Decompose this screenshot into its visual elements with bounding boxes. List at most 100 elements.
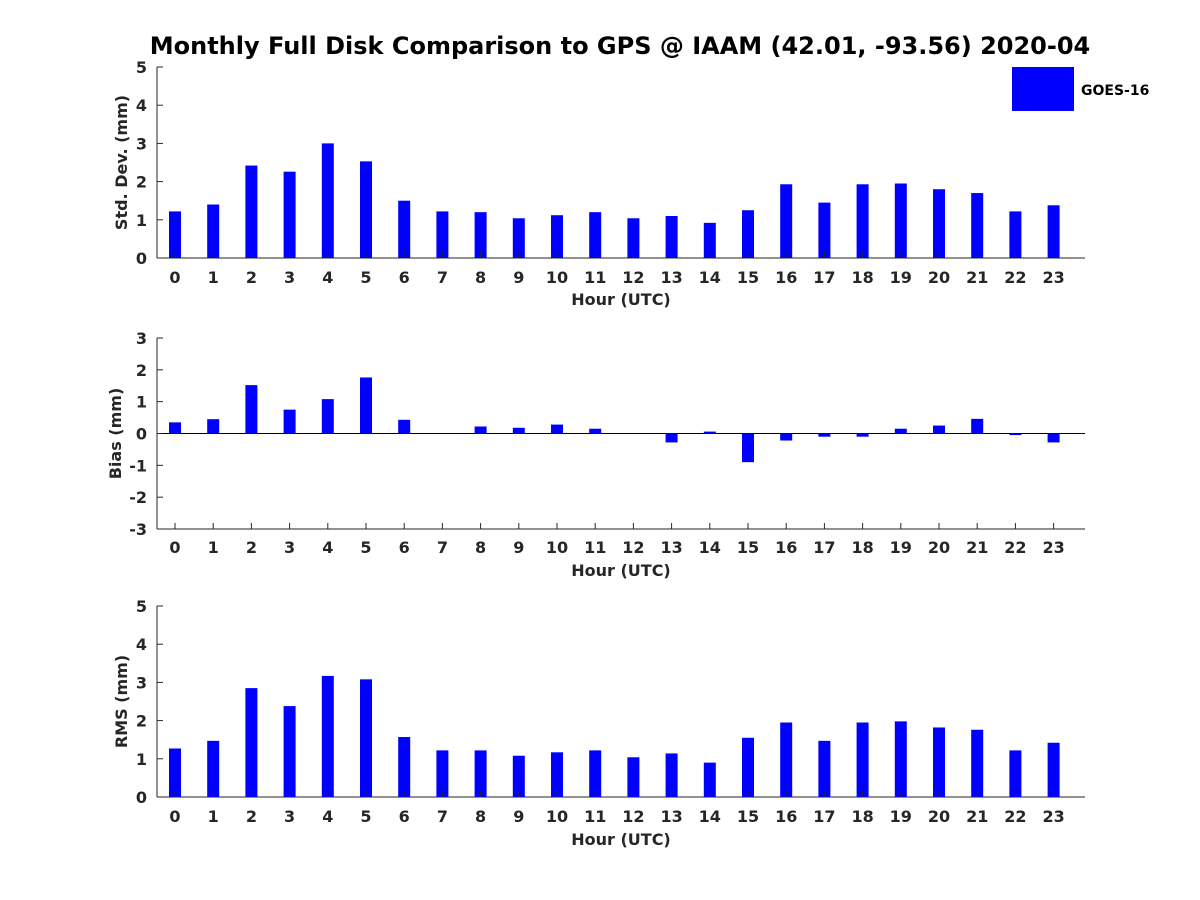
rms-x-tick-label: 18 <box>851 807 873 826</box>
rms-x-tick-label: 23 <box>1042 807 1064 826</box>
bias-y-axis-label: Bias (mm) <box>106 388 125 480</box>
rms-bar-hour-3 <box>283 706 296 797</box>
rms-x-tick-label: 0 <box>169 807 180 826</box>
rms-x-axis-label: Hour (UTC) <box>571 830 671 849</box>
rms-y-axis-label: RMS (mm) <box>112 655 131 748</box>
bias-y-tick-label: -1 <box>129 456 147 475</box>
bias-bar-hour-23 <box>1047 433 1060 443</box>
std-dev-bar-hour-4 <box>321 143 334 258</box>
std-dev-x-tick-label: 5 <box>360 268 371 287</box>
rms-y-tick-label: 1 <box>136 750 147 769</box>
rms-y-tick-label: 5 <box>136 597 147 616</box>
bias-y-tick-label: -3 <box>129 520 147 539</box>
std-dev-x-tick-label: 0 <box>169 268 180 287</box>
std-dev-bar-hour-0 <box>169 211 181 258</box>
rms-bar-hour-12 <box>627 757 640 797</box>
rms-bar-hour-17 <box>818 740 831 797</box>
std-dev-x-tick-label: 9 <box>513 268 524 287</box>
bias-bar-hour-19 <box>894 428 907 434</box>
bias-y-tick-label: 3 <box>136 329 147 348</box>
rms-x-tick-label: 3 <box>284 807 295 826</box>
bias-bar-hour-15 <box>742 433 754 463</box>
std-dev-bar-hour-9 <box>512 218 525 258</box>
bias-x-tick-label: 17 <box>813 538 835 557</box>
std-dev-x-tick-label: 4 <box>322 268 333 287</box>
bias-bar-hour-16 <box>780 433 793 441</box>
bias-x-tick-label: 19 <box>890 538 912 557</box>
std-dev-bar-hour-6 <box>398 200 411 258</box>
rms-bar-hour-6 <box>398 737 411 797</box>
bias-x-tick-label: 0 <box>169 538 180 557</box>
std-dev-x-tick-label: 6 <box>399 268 410 287</box>
bias-x-tick-label: 7 <box>437 538 448 557</box>
std-dev-bar-hour-22 <box>1009 211 1022 258</box>
rms-x-tick-label: 5 <box>360 807 371 826</box>
rms-bar-hour-20 <box>933 727 945 797</box>
std-dev-x-tick-label: 12 <box>622 268 644 287</box>
bias-bar-hour-5 <box>360 377 372 434</box>
rms-x-tick-label: 1 <box>208 807 219 826</box>
std-dev-x-tick-label: 14 <box>699 268 721 287</box>
rms-bar-hour-22 <box>1009 750 1022 797</box>
rms-x-tick-label: 11 <box>584 807 606 826</box>
rms-bar-hour-5 <box>360 679 372 797</box>
legend-label: GOES-16 <box>1081 83 1149 99</box>
std-dev-bar-hour-21 <box>971 193 984 258</box>
std-dev-x-tick-label: 7 <box>437 268 448 287</box>
std-dev-bar-hour-8 <box>474 212 487 258</box>
bias-bar-hour-8 <box>474 426 487 434</box>
bias-y-tick-label: -2 <box>129 488 147 507</box>
bias-y-tick-label: 0 <box>136 425 147 444</box>
bias-x-tick-label: 14 <box>699 538 721 557</box>
rms-bar-hour-18 <box>856 722 869 797</box>
bias-x-tick-label: 12 <box>622 538 644 557</box>
std-dev-bar-hour-2 <box>245 165 258 258</box>
bias-x-tick-label: 4 <box>322 538 333 557</box>
bias-bar-hour-13 <box>665 433 678 443</box>
bias-x-tick-label: 3 <box>284 538 295 557</box>
rms-x-tick-label: 14 <box>699 807 721 826</box>
rms-x-tick-label: 10 <box>546 807 568 826</box>
std-dev-bar-hour-10 <box>551 215 563 258</box>
rms-bar-hour-10 <box>551 752 563 797</box>
bias-x-tick-label: 2 <box>246 538 257 557</box>
rms-x-tick-label: 19 <box>890 807 912 826</box>
std-dev-bar-hour-3 <box>283 171 296 258</box>
rms-x-tick-label: 12 <box>622 807 644 826</box>
std-dev-x-tick-label: 20 <box>928 268 950 287</box>
rms-x-tick-label: 15 <box>737 807 759 826</box>
legend-swatch <box>1012 67 1074 111</box>
rms-bar-hour-13 <box>665 753 678 797</box>
bias-bar-hour-17 <box>818 433 831 437</box>
std-dev-y-tick-label: 5 <box>136 58 147 77</box>
std-dev-y-tick-label: 2 <box>136 173 147 192</box>
std-dev-x-tick-label: 23 <box>1042 268 1064 287</box>
bias-bar-hour-14 <box>703 431 716 434</box>
bias-x-tick-label: 1 <box>208 538 219 557</box>
rms-x-tick-label: 20 <box>928 807 950 826</box>
bias-y-tick-label: 1 <box>136 393 147 412</box>
std-dev-bar-hour-19 <box>894 183 907 258</box>
rms-x-tick-label: 22 <box>1004 807 1026 826</box>
rms-x-tick-label: 21 <box>966 807 988 826</box>
std-dev-y-tick-label: 1 <box>136 211 147 230</box>
bias-bar-hour-20 <box>933 425 945 434</box>
bias-x-tick-label: 15 <box>737 538 759 557</box>
bias-x-tick-label: 22 <box>1004 538 1026 557</box>
std-dev-bar-hour-15 <box>742 210 754 258</box>
bias-x-tick-label: 18 <box>851 538 873 557</box>
std-dev-bar-hour-12 <box>627 218 640 258</box>
std-dev-y-axis-label: Std. Dev. (mm) <box>112 95 131 230</box>
rms-x-tick-label: 2 <box>246 807 257 826</box>
bias-x-tick-label: 16 <box>775 538 797 557</box>
std-dev-bar-hour-20 <box>933 189 945 258</box>
std-dev-bar-hour-14 <box>703 222 716 258</box>
std-dev-bar-hour-16 <box>780 184 793 258</box>
std-dev-x-tick-label: 21 <box>966 268 988 287</box>
bias-bar-hour-2 <box>245 385 258 434</box>
rms-x-tick-label: 13 <box>660 807 682 826</box>
rms-x-tick-label: 8 <box>475 807 486 826</box>
